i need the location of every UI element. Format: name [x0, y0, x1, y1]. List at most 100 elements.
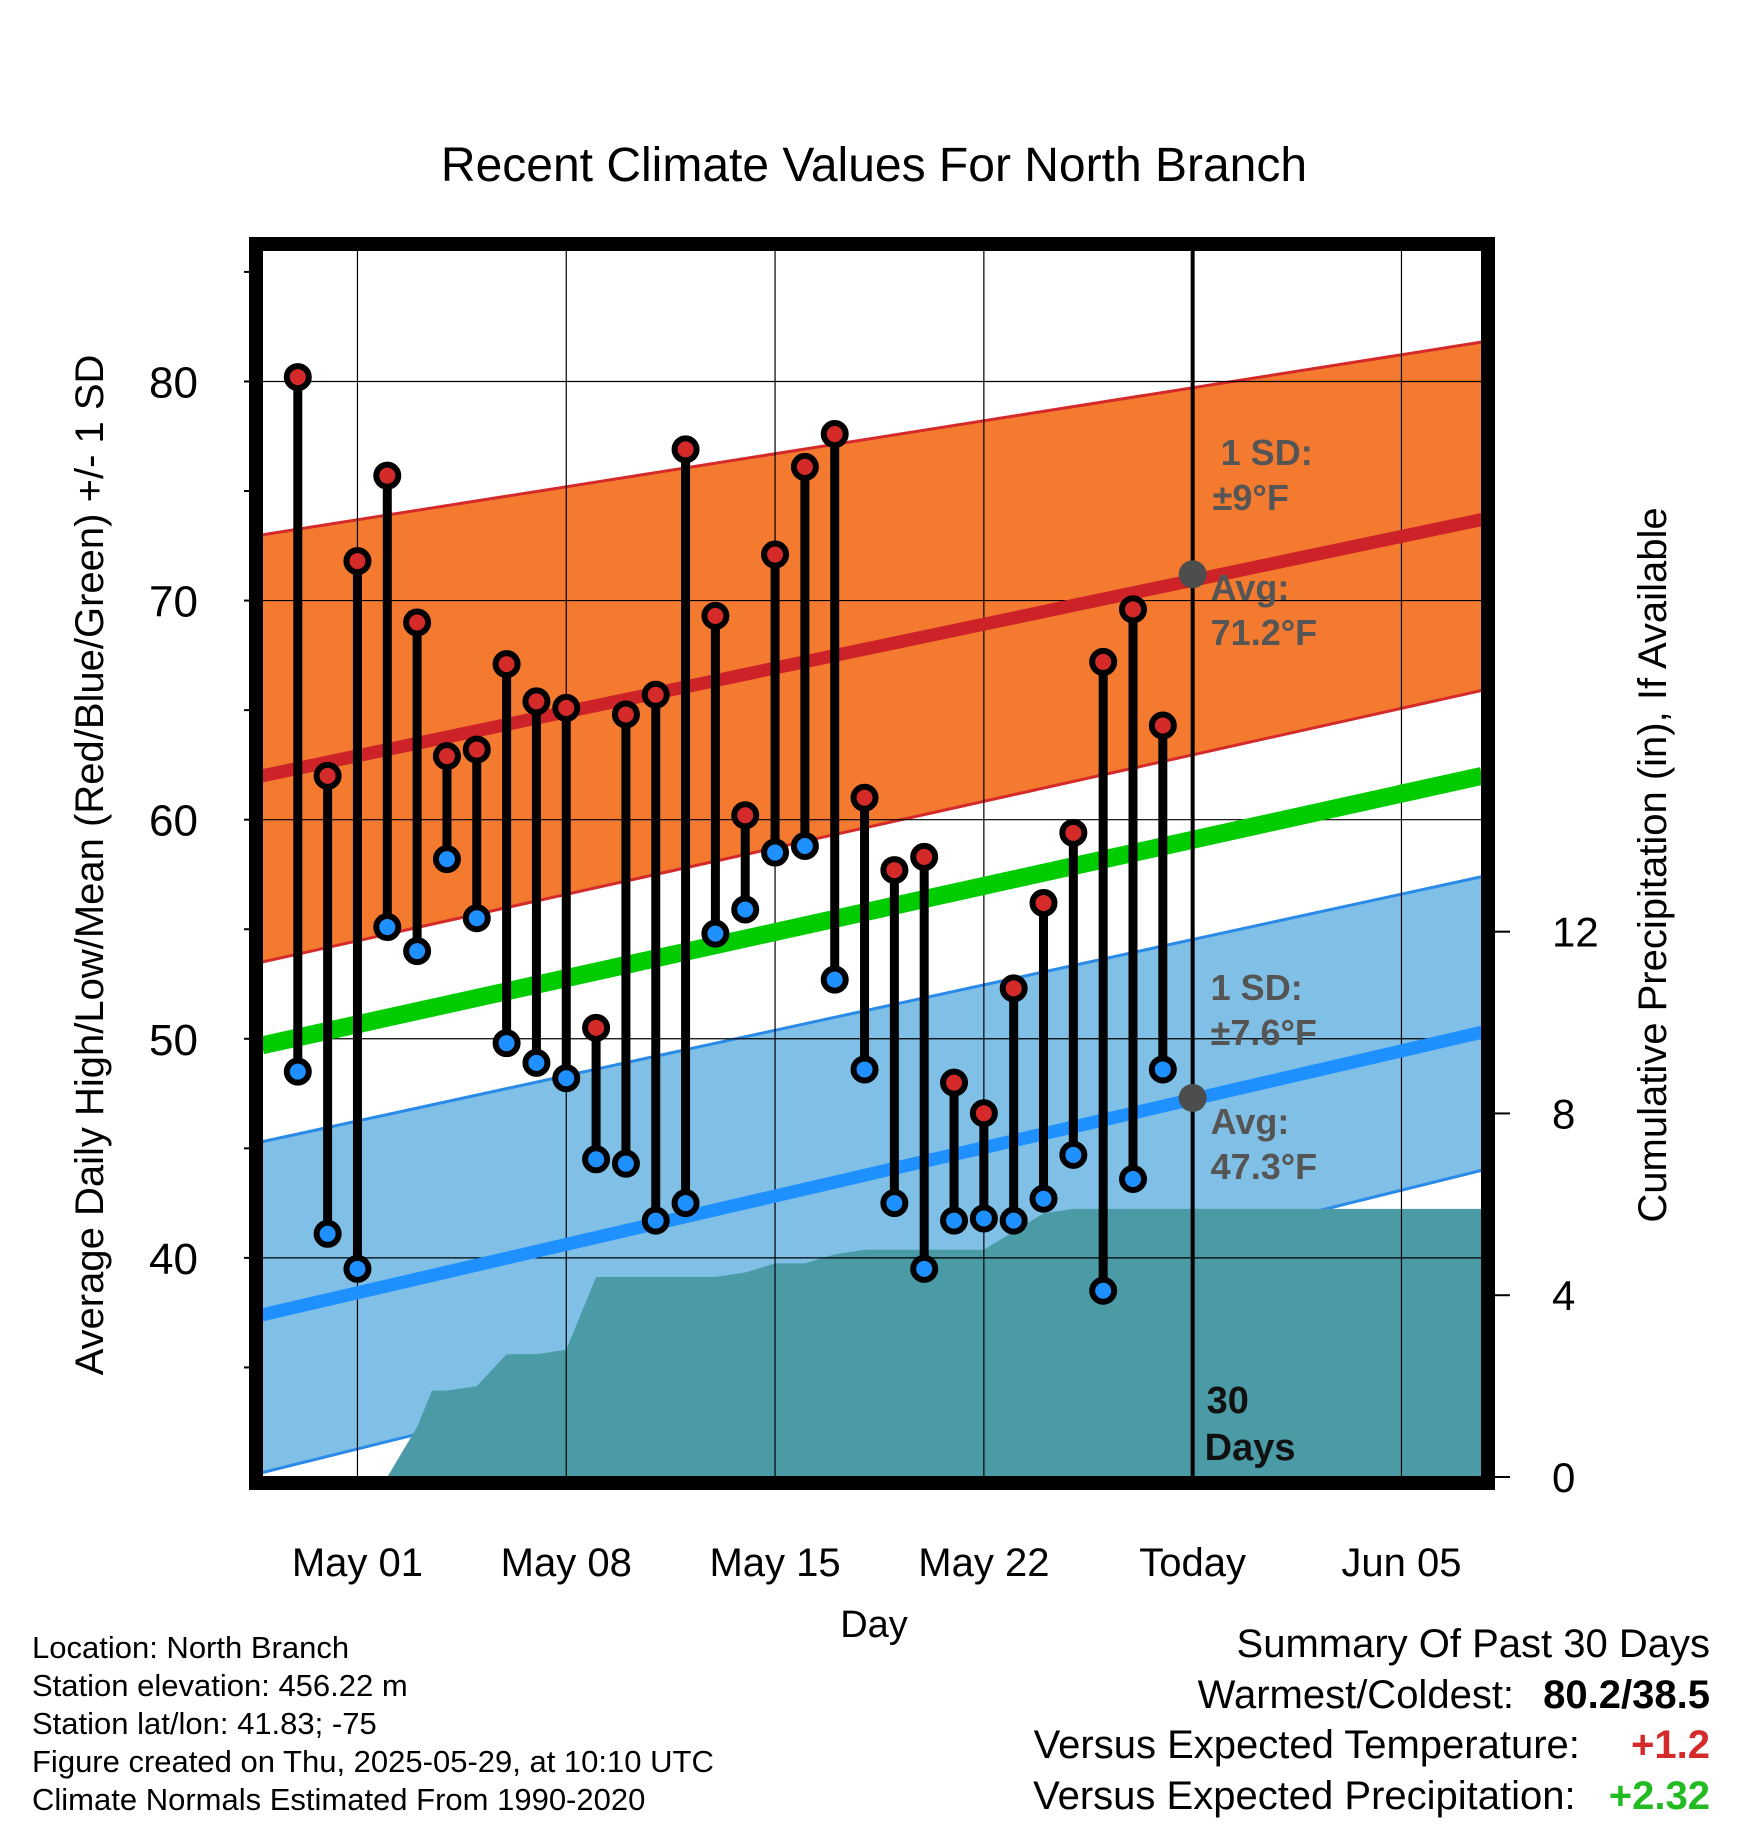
observed-high-point	[582, 1013, 611, 1042]
observed-high-point	[343, 547, 372, 576]
observed-low-point	[1119, 1165, 1148, 1194]
observed-low-point	[1029, 1184, 1058, 1213]
summary-precip: Versus Expected Precipitation: +2.32	[1033, 1774, 1710, 1819]
observed-low-point	[462, 904, 491, 933]
observed-low-point	[343, 1254, 372, 1283]
observed-low-point	[283, 1057, 312, 1086]
temp-label: Versus Expected Temperature:	[1033, 1723, 1580, 1767]
observed-high-point	[820, 420, 849, 449]
high-sd-value: ±9°F	[1213, 477, 1289, 518]
x-tick-label: May 08	[501, 1541, 632, 1585]
observed-high-point	[492, 650, 521, 679]
observed-low-point	[492, 1029, 521, 1058]
observed-high-point	[1059, 818, 1088, 847]
observed-high-point	[880, 856, 909, 885]
summary-heading: Summary Of Past 30 Days	[1236, 1622, 1710, 1666]
observed-high-point	[790, 452, 819, 481]
temp-value: +1.2	[1631, 1723, 1710, 1767]
low-avg-marker	[1178, 1083, 1207, 1112]
y-tick-label: 70	[149, 578, 198, 627]
high-sd-label: 1 SD:	[1221, 432, 1313, 473]
observed-low-point	[731, 895, 760, 924]
observed-low-point	[880, 1189, 909, 1218]
observed-low-point	[611, 1149, 640, 1178]
y-tick-label: 60	[149, 797, 198, 846]
warm-cold-value: 80.2/38.5	[1543, 1673, 1710, 1717]
precipitation-area	[262, 1208, 1482, 1477]
observed-low-point	[910, 1254, 939, 1283]
x-tick-label: Jun 05	[1341, 1541, 1461, 1585]
y2-tick-label: 8	[1552, 1090, 1575, 1137]
observed-low-point	[373, 913, 402, 942]
observed-high-point	[552, 693, 581, 722]
x-axis-label: Day	[840, 1604, 908, 1646]
observed-low-point	[999, 1206, 1028, 1235]
period-label-number: 30	[1207, 1380, 1249, 1422]
observed-high-point	[701, 601, 730, 630]
y-tick-label: 80	[149, 358, 198, 407]
precip-value: +2.32	[1608, 1774, 1710, 1818]
precip-label: Versus Expected Precipitation:	[1033, 1774, 1576, 1818]
y2-tick-label: 0	[1552, 1454, 1575, 1501]
observed-high-point	[940, 1068, 969, 1097]
normal-high-band-upper-edge	[261, 340, 1483, 537]
info-created: Figure created on Thu, 2025-05-29, at 10…	[32, 1744, 714, 1779]
observed-high-point	[403, 608, 432, 637]
high-avg-value: 71.2°F	[1211, 612, 1317, 653]
observed-low-point	[761, 838, 790, 867]
y2-tick-label: 12	[1552, 909, 1599, 956]
observed-low-point	[403, 937, 432, 966]
y-tick-label: 50	[149, 1016, 198, 1065]
summary-temp: Versus Expected Temperature: +1.2	[1034, 1723, 1710, 1768]
x-tick-label: May 01	[292, 1541, 423, 1585]
observed-high-point	[283, 363, 312, 392]
observed-low-point	[1059, 1140, 1088, 1169]
low-avg-label: Avg:	[1211, 1101, 1290, 1142]
observed-high-point	[313, 761, 342, 790]
observed-low-point	[552, 1064, 581, 1093]
low-avg-value: 47.3°F	[1211, 1146, 1317, 1187]
observed-low-point	[1089, 1276, 1118, 1305]
period-label-unit: Days	[1205, 1427, 1296, 1469]
observed-low-point	[701, 919, 730, 948]
observed-high-point	[761, 540, 790, 569]
observed-high-point	[373, 461, 402, 490]
observed-high-point	[522, 687, 551, 716]
low-sd-label: 1 SD:	[1211, 967, 1303, 1008]
info-elevation: Station elevation: 456.22 m	[32, 1668, 408, 1703]
normal-low-band-upper-edge	[261, 875, 1483, 1144]
warm-cold-label: Warmest/Coldest:	[1197, 1673, 1515, 1717]
observed-low-point	[313, 1219, 342, 1248]
observed-low-point	[790, 831, 819, 860]
summary-warm-cold: Warmest/Coldest: 80.2/38.5	[1198, 1673, 1710, 1718]
observed-high-point	[969, 1099, 998, 1128]
y-axis-label: Average Daily High/Low/Mean (Red/Blue/Gr…	[68, 355, 112, 1376]
observed-high-point	[671, 435, 700, 464]
low-sd-value: ±7.6°F	[1211, 1012, 1317, 1053]
observed-low-point	[1148, 1055, 1177, 1084]
y-tick-label: 40	[149, 1235, 198, 1284]
observed-low-point	[582, 1145, 611, 1174]
normal-mean-line	[260, 767, 1484, 1055]
observed-low-point	[850, 1055, 879, 1084]
observed-high-point	[1029, 888, 1058, 917]
info-location: Location: North Branch	[32, 1630, 350, 1665]
normal-high-line	[260, 513, 1484, 783]
observed-low-point	[522, 1048, 551, 1077]
observed-low-point	[432, 845, 461, 874]
observed-high-point	[432, 742, 461, 771]
normal-low-line	[260, 1025, 1484, 1322]
observed-low-point	[969, 1204, 998, 1233]
y2-tick-label: 4	[1552, 1272, 1575, 1319]
x-tick-label: May 22	[918, 1541, 1049, 1585]
observed-high-point	[850, 783, 879, 812]
observed-low-point	[940, 1206, 969, 1235]
x-tick-label: May 15	[709, 1541, 840, 1585]
observed-high-point	[462, 735, 491, 764]
high-avg-label: Avg:	[1211, 567, 1290, 608]
plot-frame	[249, 237, 1495, 1490]
observed-high-point	[611, 700, 640, 729]
x-tick-label: Today	[1139, 1541, 1246, 1585]
